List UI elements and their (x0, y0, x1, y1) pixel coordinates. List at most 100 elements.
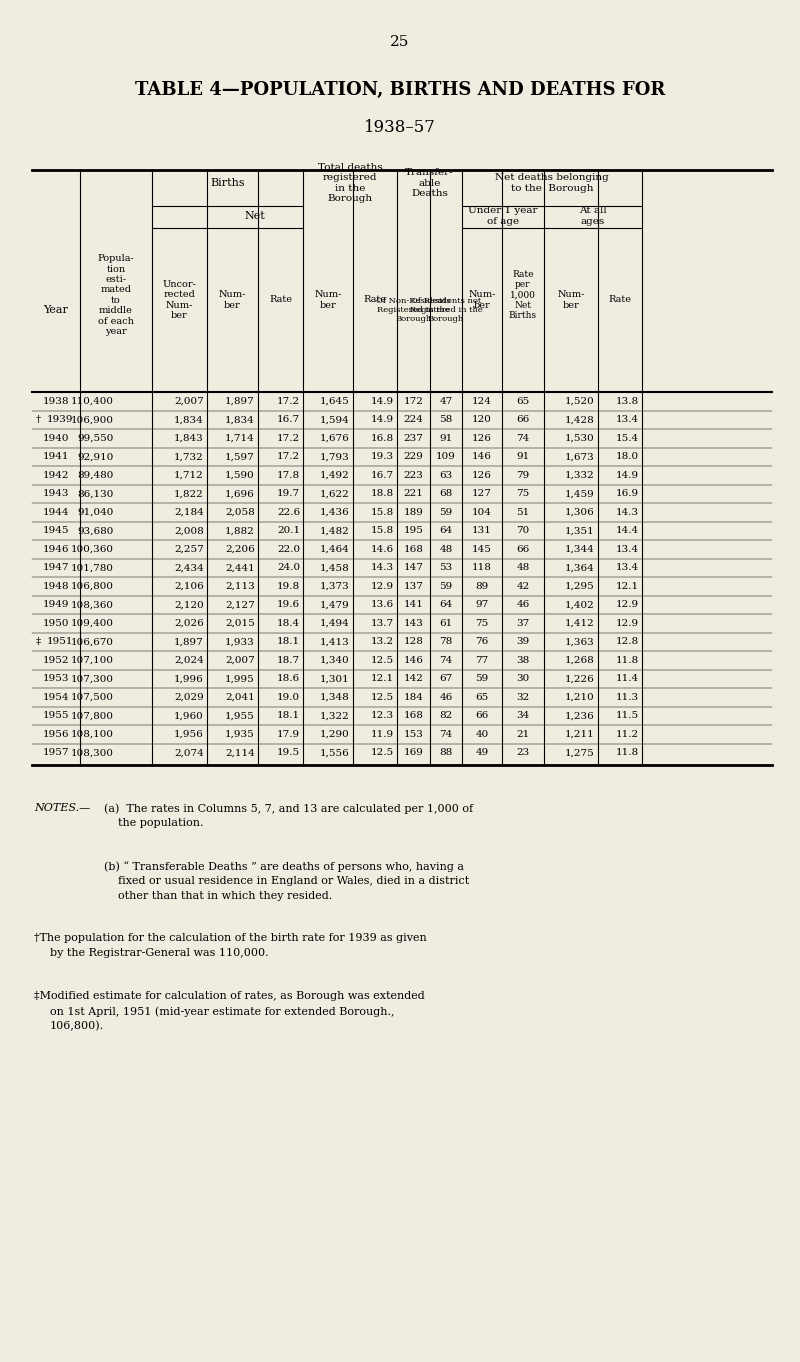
Text: 18.1: 18.1 (277, 711, 300, 720)
Text: 1,520: 1,520 (566, 396, 595, 406)
Text: 1,714: 1,714 (226, 433, 255, 443)
Text: 12.8: 12.8 (616, 637, 639, 646)
Text: 1,402: 1,402 (566, 601, 595, 609)
Text: 92,910: 92,910 (78, 452, 114, 462)
Text: 2,074: 2,074 (174, 748, 204, 757)
Text: 1,363: 1,363 (566, 637, 595, 646)
Text: 14.3: 14.3 (371, 564, 394, 572)
Text: 145: 145 (472, 545, 492, 554)
Text: 2,206: 2,206 (226, 545, 255, 554)
Text: 13.6: 13.6 (371, 601, 394, 609)
Text: 2,434: 2,434 (174, 564, 204, 572)
Text: Total deaths
registered
in the
Borough: Total deaths registered in the Borough (318, 163, 382, 203)
Text: 2,257: 2,257 (174, 545, 204, 554)
Text: 106,800: 106,800 (71, 582, 114, 591)
Text: 21: 21 (516, 730, 530, 738)
Text: 1,590: 1,590 (226, 471, 255, 479)
Text: Of Non-Residents
Registered in the
Borough: Of Non-Residents Registered in the Borou… (376, 297, 450, 323)
Text: Year: Year (43, 305, 69, 315)
Text: 1940: 1940 (42, 433, 70, 443)
Text: 23: 23 (516, 748, 530, 757)
Text: 107,500: 107,500 (71, 693, 114, 701)
Text: 1,793: 1,793 (320, 452, 350, 462)
Text: 37: 37 (516, 618, 530, 628)
Text: 1,290: 1,290 (320, 730, 350, 738)
Text: 131: 131 (472, 526, 492, 535)
Text: 79: 79 (516, 471, 530, 479)
Text: 14.9: 14.9 (371, 396, 394, 406)
Text: 14.9: 14.9 (371, 415, 394, 424)
Text: 1,933: 1,933 (226, 637, 255, 646)
Text: 153: 153 (403, 730, 423, 738)
Text: 86,130: 86,130 (78, 489, 114, 498)
Text: 65: 65 (475, 693, 489, 701)
Text: 49: 49 (475, 748, 489, 757)
Text: 12.1: 12.1 (616, 582, 639, 591)
Text: Num-
ber: Num- ber (314, 290, 342, 309)
Text: 137: 137 (403, 582, 423, 591)
Text: 1944: 1944 (42, 508, 70, 516)
Text: 77: 77 (475, 655, 489, 665)
Text: 1,556: 1,556 (320, 748, 350, 757)
Text: 22.6: 22.6 (277, 508, 300, 516)
Text: 2,026: 2,026 (174, 618, 204, 628)
Text: 19.8: 19.8 (277, 582, 300, 591)
Text: 59: 59 (475, 674, 489, 684)
Text: At all
ages: At all ages (579, 206, 607, 226)
Text: TABLE 4—POPULATION, BIRTHS AND DEATHS FOR: TABLE 4—POPULATION, BIRTHS AND DEATHS FO… (135, 80, 665, 99)
Text: 74: 74 (439, 655, 453, 665)
Text: 82: 82 (439, 711, 453, 720)
Text: 2,114: 2,114 (226, 748, 255, 757)
Text: 17.9: 17.9 (277, 730, 300, 738)
Text: 221: 221 (403, 489, 423, 498)
Text: Births: Births (210, 178, 245, 188)
Text: ‡: ‡ (36, 637, 42, 646)
Text: 1,275: 1,275 (566, 748, 595, 757)
Text: 61: 61 (439, 618, 453, 628)
Text: 1,226: 1,226 (566, 674, 595, 684)
Text: Num-
ber: Num- ber (558, 290, 585, 309)
Text: 1945: 1945 (42, 526, 70, 535)
Text: 126: 126 (472, 433, 492, 443)
Text: 1,897: 1,897 (226, 396, 255, 406)
Text: 42: 42 (516, 582, 530, 591)
Text: 11.2: 11.2 (616, 730, 639, 738)
Text: 16.7: 16.7 (277, 415, 300, 424)
Text: 106,670: 106,670 (71, 637, 114, 646)
Text: 64: 64 (439, 526, 453, 535)
Text: 65: 65 (516, 396, 530, 406)
Text: 1,530: 1,530 (566, 433, 595, 443)
Text: 127: 127 (472, 489, 492, 498)
Text: 146: 146 (403, 655, 423, 665)
Text: 1,412: 1,412 (566, 618, 595, 628)
Text: 223: 223 (403, 471, 423, 479)
Text: 106,900: 106,900 (71, 415, 114, 424)
Text: 12.5: 12.5 (371, 748, 394, 757)
Text: 2,041: 2,041 (226, 693, 255, 701)
Text: 2,007: 2,007 (174, 396, 204, 406)
Text: 17.2: 17.2 (277, 433, 300, 443)
Text: 99,550: 99,550 (78, 433, 114, 443)
Text: 1,834: 1,834 (226, 415, 255, 424)
Text: Transfer-
able
Deaths: Transfer- able Deaths (405, 168, 454, 197)
Text: 18.8: 18.8 (371, 489, 394, 498)
Text: 12.9: 12.9 (616, 618, 639, 628)
Text: 169: 169 (403, 748, 423, 757)
Text: 1,594: 1,594 (320, 415, 350, 424)
Text: 13.2: 13.2 (371, 637, 394, 646)
Text: 39: 39 (516, 637, 530, 646)
Text: 89: 89 (475, 582, 489, 591)
Text: 104: 104 (472, 508, 492, 516)
Text: Net: Net (245, 211, 266, 221)
Text: 74: 74 (439, 730, 453, 738)
Text: 1955: 1955 (42, 711, 70, 720)
Text: 13.4: 13.4 (616, 415, 639, 424)
Text: by the Registrar-General was 110,000.: by the Registrar-General was 110,000. (50, 948, 269, 957)
Text: 13.8: 13.8 (616, 396, 639, 406)
Text: 1,897: 1,897 (174, 637, 204, 646)
Text: 76: 76 (475, 637, 489, 646)
Text: 1950: 1950 (42, 618, 70, 628)
Text: 17.8: 17.8 (277, 471, 300, 479)
Text: 1,479: 1,479 (320, 601, 350, 609)
Text: 64: 64 (439, 601, 453, 609)
